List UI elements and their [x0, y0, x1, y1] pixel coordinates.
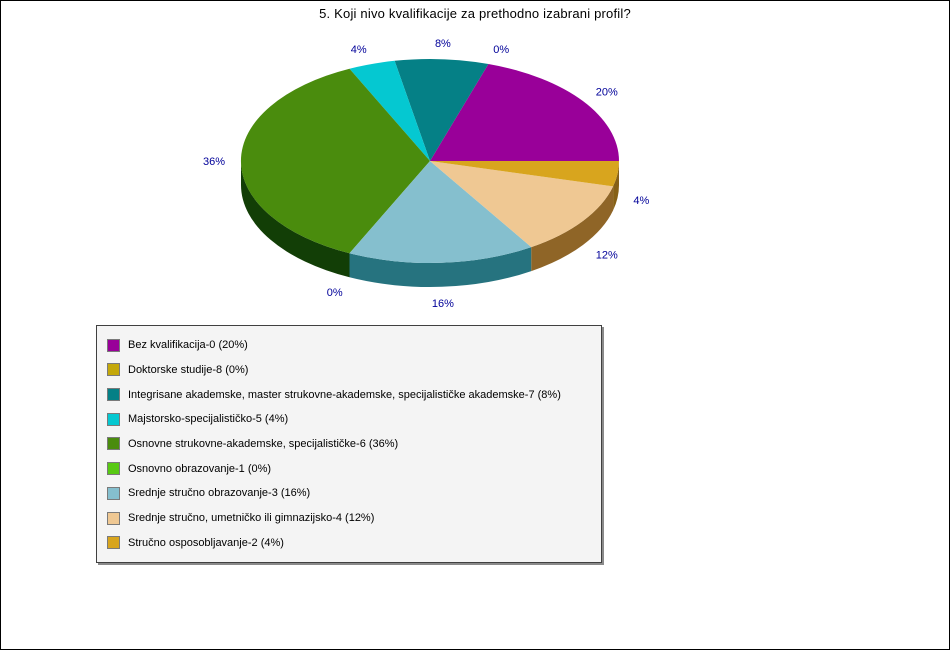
legend-item: Majstorsko-specijalističko-5 (4%)	[97, 412, 601, 427]
legend-label: Majstorsko-specijalističko-5 (4%)	[128, 413, 289, 426]
pie-percent-label: 20%	[596, 87, 618, 99]
legend-label: Srednje stručno obrazovanje-3 (16%)	[128, 487, 311, 500]
legend-item: Doktorske studije-8 (0%)	[97, 362, 601, 377]
legend-item: Stručno osposobljavanje-2 (4%)	[97, 535, 601, 550]
pie-percent-label: 8%	[435, 38, 451, 50]
chart-title: 5. Koji nivo kvalifikacije za prethodno …	[319, 6, 631, 21]
legend-swatch	[107, 338, 120, 352]
pie-slice-side	[240, 161, 350, 278]
pie-slice	[349, 161, 532, 264]
legend-swatch	[107, 536, 120, 550]
pie-slice	[430, 161, 620, 187]
legend-item: Srednje stručno obrazovanje-3 (16%)	[97, 486, 601, 501]
pie-slice	[240, 68, 430, 254]
legend-swatch	[107, 511, 120, 525]
legend-swatch	[107, 363, 120, 377]
legend-label: Osnovno obrazovanje-1 (0%)	[128, 462, 272, 475]
pie-percent-label: 16%	[432, 298, 454, 310]
legend-label: Osnovne strukovne-akademske, specijalist…	[128, 437, 399, 450]
legend-item: Srednje stručno, umetničko ili gimnazijs…	[97, 511, 601, 526]
legend-label: Integrisane akademske, master strukovne-…	[128, 388, 561, 401]
pie-percent-label: 0%	[493, 44, 509, 56]
legend-label: Doktorske studije-8 (0%)	[128, 363, 249, 376]
pie-slice	[430, 161, 614, 248]
legend-item: Osnovno obrazovanje-1 (0%)	[97, 461, 601, 476]
legend-item: Bez kvalifikacija-0 (20%)	[97, 338, 601, 353]
legend-swatch	[107, 486, 120, 500]
legend-item: Integrisane akademske, master strukovne-…	[97, 387, 601, 402]
legend-label: Stručno osposobljavanje-2 (4%)	[128, 536, 284, 549]
pie-percent-label: 36%	[203, 156, 225, 168]
pie-percent-label: 12%	[596, 249, 618, 261]
pie-percent-label: 0%	[327, 287, 343, 299]
pie-slice	[394, 58, 489, 161]
legend-swatch	[107, 388, 120, 402]
legend-label: Bez kvalifikacija-0 (20%)	[128, 339, 248, 352]
pie-slice	[349, 60, 430, 161]
legend-label: Srednje stručno, umetničko ili gimnazijs…	[128, 512, 375, 524]
pie-slice-side	[531, 186, 614, 272]
legend-item: Osnovne strukovne-akademske, specijalist…	[97, 436, 601, 451]
legend-swatch	[107, 437, 120, 451]
legend-swatch	[107, 462, 120, 476]
legend: Bez kvalifikacija-0 (20%) Doktorske studi…	[96, 325, 602, 563]
pie-percent-label: 4%	[351, 44, 367, 56]
pie-slice-side	[613, 161, 620, 211]
pie-slice	[430, 64, 619, 161]
pie-percent-label: 4%	[633, 195, 649, 207]
legend-swatch	[107, 412, 120, 426]
pie-slice-side	[349, 247, 532, 288]
